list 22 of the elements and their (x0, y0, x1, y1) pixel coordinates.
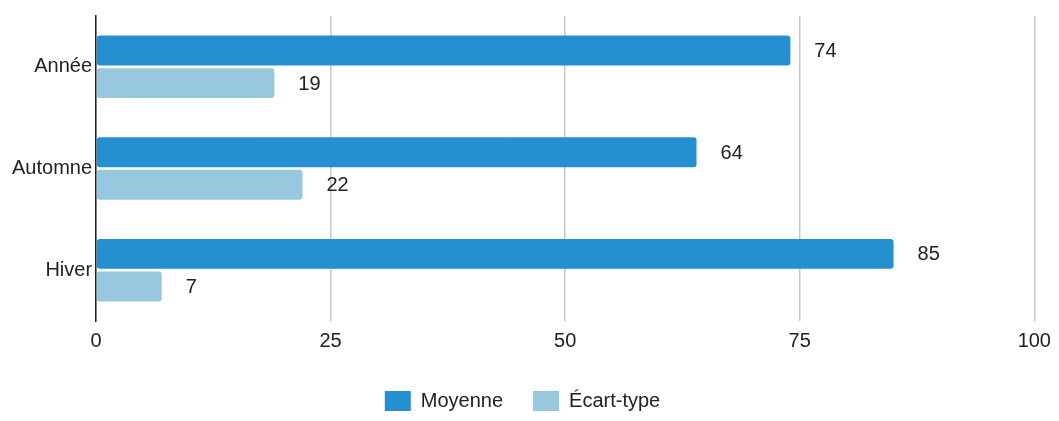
bar (96, 169, 303, 200)
data-label: 74 (814, 39, 837, 62)
x-tick-label: 75 (788, 328, 811, 351)
y-tick-label: Année (34, 54, 93, 77)
bar (96, 68, 275, 99)
data-label: 85 (917, 242, 940, 265)
legend-label: Écart-type (569, 388, 661, 411)
bar (96, 35, 791, 66)
y-tick-label: Hiver (45, 257, 93, 280)
data-label: 7 (185, 274, 197, 297)
x-tick-label: 25 (319, 328, 342, 351)
data-label: 22 (326, 173, 349, 196)
bar (96, 238, 894, 269)
bar (96, 271, 162, 302)
bar (96, 137, 697, 168)
x-tick-label: 100 (1017, 328, 1051, 351)
legend-label: Moyenne (420, 388, 504, 411)
data-label: 19 (298, 71, 321, 94)
x-tick-label: 0 (90, 328, 102, 351)
y-tick-label: Automne (11, 156, 93, 179)
x-tick-label: 50 (554, 328, 577, 351)
data-label: 64 (720, 140, 743, 163)
